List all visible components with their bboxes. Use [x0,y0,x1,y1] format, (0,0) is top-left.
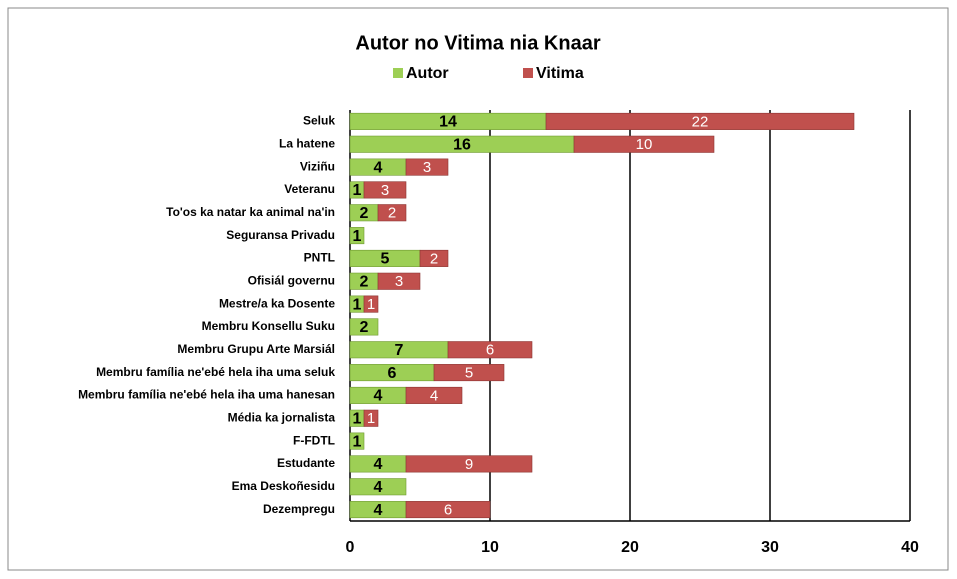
x-tick-label: 30 [761,539,779,556]
y-tick-label: Membru família ne'ebé hela iha uma seluk [96,365,335,379]
y-tick-label: Veteranu [284,182,335,196]
y-tick-label: Seluk [303,114,335,128]
data-label: 1 [353,296,362,313]
data-label: 1 [353,228,362,245]
data-label: 1 [367,296,375,313]
legend-label: Vitima [536,65,584,82]
legend-swatch [523,68,533,78]
data-label: 9 [465,456,473,473]
y-tick-label: F-FDTL [293,433,335,447]
y-tick-label: Viziñu [300,159,335,173]
data-label: 3 [395,273,403,290]
bar [363,409,379,427]
y-tick-label: Dezempregu [263,502,335,516]
data-label: 4 [374,479,383,496]
chart-border [7,7,949,571]
bar [349,432,365,450]
x-tick-label: 0 [346,539,355,556]
y-tick-label: To'os ka natar ka animal na'in [166,205,335,219]
bar [349,318,379,336]
x-tick-label: 10 [481,539,499,556]
chart-title: Autor no Vitima nia Knaar [355,32,600,54]
y-tick-label: Estudante [277,456,335,470]
bar [405,501,491,519]
bar [363,295,379,313]
data-label: 4 [430,387,438,404]
bar [349,478,407,496]
data-label: 1 [353,410,362,427]
bar [349,227,365,245]
data-label: 4 [374,456,383,473]
bar [363,181,407,199]
y-tick-label: Mestre/a ka Dosente [219,296,335,310]
data-label: 10 [636,136,653,153]
data-label: 2 [360,273,369,290]
bar [405,386,463,404]
bar [405,455,533,473]
data-label: 6 [486,342,494,359]
bar [419,249,449,267]
y-tick-label: La hatene [279,136,335,150]
y-tick-label: Ema Deskoñesidu [232,479,335,493]
x-tick-label: 20 [621,539,639,556]
bar [377,272,421,290]
data-label: 6 [388,365,397,382]
y-tick-label: Seguransa Privadu [226,228,335,242]
data-label: 4 [374,388,383,405]
data-label: 7 [395,342,404,359]
y-tick-label: Membru família ne'ebé hela iha uma hanes… [78,388,335,402]
legend-label: Autor [406,65,449,82]
data-label: 4 [374,159,383,176]
data-label: 6 [444,502,452,519]
bar [573,135,715,153]
data-label: 14 [439,114,457,131]
data-label: 22 [692,113,709,130]
data-label: 5 [465,365,473,382]
x-tick-label: 40 [901,539,919,556]
data-label: 2 [388,205,396,222]
bar [405,158,449,176]
data-label: 2 [360,319,369,336]
data-label: 4 [374,502,383,519]
bar [545,112,855,130]
data-label: 1 [353,433,362,450]
bar [433,364,505,382]
data-label: 1 [353,182,362,199]
bar [377,204,407,222]
y-tick-label: Membru Grupu Arte Marsiál [177,342,335,356]
data-label: 5 [381,251,390,268]
data-label: 3 [423,159,431,176]
legend-swatch [393,68,403,78]
y-tick-label: Membru Konsellu Suku [202,319,335,333]
y-tick-label: PNTL [304,251,335,265]
y-tick-label: Ofisiál governu [248,273,335,287]
data-label: 2 [430,250,438,267]
data-label: 1 [367,410,375,427]
bar [447,341,533,359]
y-tick-label: Média ka jornalista [228,410,336,424]
data-label: 3 [381,182,389,199]
data-label: 2 [360,205,369,222]
data-label: 16 [453,136,471,153]
